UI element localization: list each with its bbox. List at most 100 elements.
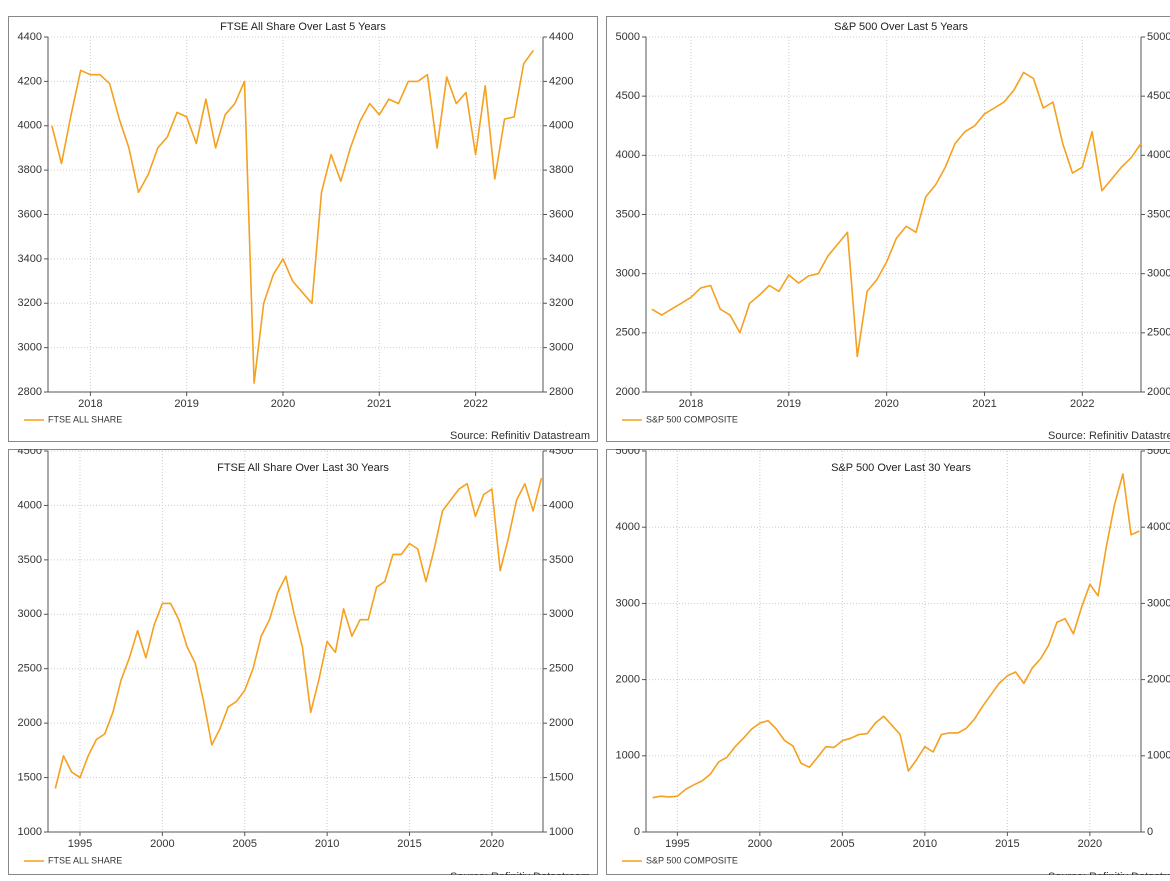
y-tick-label: 3200	[18, 297, 42, 309]
y-tick-label: 1000	[616, 750, 640, 762]
x-tick-label: 2015	[995, 838, 1019, 850]
y-tick-label: 2500	[616, 327, 640, 339]
x-tick-label: 2018	[679, 398, 703, 410]
y-tick-label-right: 4500	[1147, 90, 1170, 102]
y-tick-label-right: 3000	[1147, 597, 1170, 609]
y-tick-label-right: 3000	[549, 608, 573, 620]
y-tick-label: 3500	[18, 554, 42, 566]
x-tick-label: 2005	[830, 838, 854, 850]
source-note: Source: Refinitiv Datastream	[450, 430, 590, 442]
y-tick-label: 2000	[616, 386, 640, 398]
x-tick-label: 1995	[665, 838, 689, 850]
y-tick-label: 5000	[616, 449, 640, 457]
y-tick-label: 3500	[616, 208, 640, 220]
x-tick-label: 2015	[397, 838, 421, 850]
series-line	[651, 71, 1142, 358]
y-tick-label-right: 3400	[549, 253, 573, 265]
chart-panel: 1000 1000 1500 1500 2000 2000 2500 2500 3000 3000…	[8, 449, 598, 875]
x-tick-label: 2019	[777, 398, 801, 410]
x-tick-label: 2020	[271, 398, 295, 410]
y-tick-label: 3800	[18, 164, 42, 176]
y-tick-label-right: 4000	[1147, 149, 1170, 161]
y-tick-label-right: 2000	[1147, 674, 1170, 686]
panel-border	[606, 16, 1170, 442]
x-tick-label: 2005	[233, 838, 257, 850]
legend-label: FTSE ALL SHARE	[48, 855, 122, 865]
x-tick-label: 2021	[972, 398, 996, 410]
y-tick-label: 4000	[18, 120, 42, 132]
chart-panel: 2800 2800 3000 3000 3200 3200 3400 3400 3600 3600…	[8, 16, 598, 442]
y-tick-label: 3400	[18, 253, 42, 265]
y-tick-label: 4500	[18, 449, 42, 457]
legend-label: S&P 500 COMPOSITE	[646, 855, 738, 865]
y-tick-label: 3000	[616, 597, 640, 609]
y-tick-label-right: 1000	[1147, 750, 1170, 762]
y-tick-label-right: 1000	[549, 826, 573, 838]
source-note: Source: Refinitiv Datastream	[1048, 430, 1170, 442]
y-tick-label-right: 2500	[549, 663, 573, 675]
chart-title: FTSE All Share Over Last 30 Years	[217, 462, 389, 474]
y-tick-label-right: 2500	[1147, 327, 1170, 339]
x-tick-label: 2020	[1078, 838, 1102, 850]
y-tick-label-right: 4200	[549, 75, 573, 87]
y-tick-label: 4000	[616, 149, 640, 161]
y-tick-label-right: 4000	[1147, 521, 1170, 533]
panel-border	[8, 449, 598, 875]
y-tick-label: 3000	[18, 608, 42, 620]
y-tick-label: 1500	[18, 771, 42, 783]
chart-title: S&P 500 Over Last 30 Years	[831, 462, 971, 474]
y-tick-label-right: 4000	[549, 120, 573, 132]
legend-label: S&P 500 COMPOSITE	[646, 414, 738, 424]
y-tick-label-right: 3500	[549, 554, 573, 566]
y-tick-label: 1000	[18, 826, 42, 838]
x-tick-label: 2000	[150, 838, 174, 850]
y-tick-label-right: 2000	[549, 717, 573, 729]
y-tick-label-right: 3200	[549, 297, 573, 309]
y-tick-label-right: 2000	[1147, 386, 1170, 398]
x-tick-label: 2022	[1070, 398, 1094, 410]
chart-panel: 0 0 1000 1000 2000 2000 3000 3000 4000 4000 5000 50…	[606, 449, 1170, 875]
chart-title: FTSE All Share Over Last 5 Years	[220, 21, 386, 33]
y-tick-label-right: 1500	[549, 771, 573, 783]
series-line	[51, 49, 535, 384]
x-tick-label: 2000	[748, 838, 772, 850]
y-tick-label: 4200	[18, 75, 42, 87]
panel-border	[8, 16, 598, 442]
y-tick-label-right: 3800	[549, 164, 573, 176]
y-tick-label-right: 2800	[549, 386, 573, 398]
series-line	[54, 478, 543, 789]
y-tick-label-right: 5000	[1147, 31, 1170, 43]
y-tick-label-right: 4500	[549, 449, 573, 457]
y-tick-label: 3000	[616, 268, 640, 280]
y-tick-label: 2800	[18, 386, 42, 398]
x-tick-label: 2010	[913, 838, 937, 850]
chart-title: S&P 500 Over Last 5 Years	[834, 21, 968, 33]
y-tick-label-right: 3000	[549, 342, 573, 354]
y-tick-label-right: 4000	[549, 499, 573, 511]
y-tick-label-right: 0	[1147, 826, 1153, 838]
y-tick-label-right: 3500	[1147, 208, 1170, 220]
series-line	[652, 473, 1140, 799]
source-note: Source: Refinitiv Datastream	[450, 871, 590, 875]
x-tick-label: 2010	[315, 838, 339, 850]
y-tick-label: 3600	[18, 208, 42, 220]
y-tick-label: 3000	[18, 342, 42, 354]
y-tick-label: 4000	[616, 521, 640, 533]
y-tick-label: 4400	[18, 31, 42, 43]
x-tick-label: 2020	[480, 838, 504, 850]
y-tick-label: 0	[634, 826, 640, 838]
x-tick-label: 2020	[874, 398, 898, 410]
y-tick-label: 4500	[616, 90, 640, 102]
x-tick-label: 2021	[367, 398, 391, 410]
y-tick-label: 4000	[18, 499, 42, 511]
y-tick-label-right: 3000	[1147, 268, 1170, 280]
y-tick-label: 2000	[18, 717, 42, 729]
x-tick-label: 2022	[463, 398, 487, 410]
source-note: Source: Refinitiv Datastream	[1048, 871, 1170, 875]
chart-panel: 2000 2000 2500 2500 3000 3000 3500 3500 4000 4000…	[606, 16, 1170, 442]
x-tick-label: 1995	[68, 838, 92, 850]
y-tick-label-right: 4400	[549, 31, 573, 43]
panel-border	[606, 449, 1170, 875]
y-tick-label: 5000	[616, 31, 640, 43]
